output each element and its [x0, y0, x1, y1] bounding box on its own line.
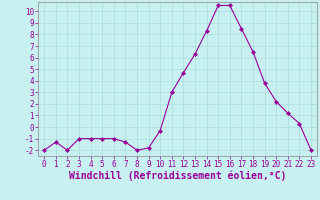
X-axis label: Windchill (Refroidissement éolien,°C): Windchill (Refroidissement éolien,°C) — [69, 171, 286, 181]
